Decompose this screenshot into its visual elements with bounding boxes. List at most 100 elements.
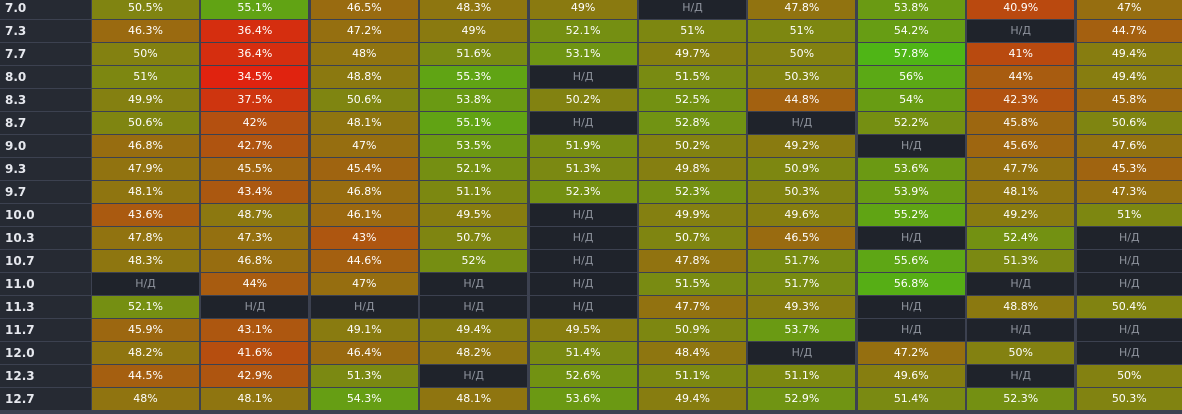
table-row: 11.0 Н/Д 44% 47% Н/Д Н/Д 51.5% 51.7% 56.8% Н/Д Н/Д	[0, 273, 1182, 295]
heatmap-cell: 45.4%	[310, 158, 418, 180]
heatmap-cell: 52.1%	[92, 296, 199, 318]
heatmap-cell: 44%	[967, 66, 1075, 88]
heatmap-cell: 51.5%	[639, 66, 746, 88]
heatmap-cell: Н/Д	[529, 204, 637, 226]
heatmap-cell: 51%	[748, 20, 856, 42]
heatmap-cell: 50.6%	[92, 112, 199, 134]
heatmap-cell: 47.7%	[967, 158, 1075, 180]
heatmap-cell: 47%	[1076, 0, 1182, 19]
heatmap-cell: 51%	[639, 20, 746, 42]
heatmap-cell: 46.8%	[92, 135, 199, 157]
heatmap-cell: 44.7%	[1076, 20, 1182, 42]
heatmap-cell: 43%	[310, 227, 418, 249]
heatmap-cell: 36.4%	[201, 20, 309, 42]
row-label: 11.7	[0, 319, 91, 341]
heatmap-cell: Н/Д	[310, 296, 418, 318]
heatmap-cell: Н/Д	[857, 319, 965, 341]
heatmap-cell: 49%	[420, 20, 528, 42]
row-label: 10.3	[0, 227, 91, 249]
heatmap-cell: Н/Д	[1076, 342, 1182, 364]
heatmap-cell: 50.9%	[639, 319, 746, 341]
heatmap-cell: 45.8%	[967, 112, 1075, 134]
heatmap-cell: 53.7%	[748, 319, 856, 341]
heatmap-cell: 47.8%	[92, 227, 199, 249]
heatmap-cell: 47%	[310, 135, 418, 157]
heatmap-cell: Н/Д	[967, 319, 1075, 341]
heatmap-cell: 50.4%	[1076, 296, 1182, 318]
heatmap-cell: 47.8%	[748, 0, 856, 19]
heatmap-cell: 52%	[420, 250, 528, 272]
heatmap-cell: 49.9%	[92, 89, 199, 111]
heatmap-cell: 53.1%	[529, 43, 637, 65]
heatmap-cell: 52.1%	[420, 158, 528, 180]
heatmap-cell: 47.6%	[1076, 135, 1182, 157]
heatmap-cell: Н/Д	[748, 342, 856, 364]
heatmap-cell: Н/Д	[1076, 319, 1182, 341]
heatmap-cell: 53.8%	[857, 0, 965, 19]
heatmap-cell: 49.2%	[967, 204, 1075, 226]
heatmap-cell: 54.3%	[310, 388, 418, 410]
heatmap-cell: 44.6%	[310, 250, 418, 272]
heatmap-cell: 50.6%	[310, 89, 418, 111]
heatmap-cell: 51.9%	[529, 135, 637, 157]
heatmap-cell: 50%	[967, 342, 1075, 364]
heatmap-cell: 51.1%	[748, 365, 856, 387]
heatmap-cell: 48.1%	[201, 388, 309, 410]
table-row: 12.7 48% 48.1% 54.3% 48.1% 53.6% 49.4% 52.9% 51.…	[0, 388, 1182, 410]
heatmap-cell: 51.5%	[639, 273, 746, 295]
heatmap-cell: 56%	[857, 66, 965, 88]
heatmap-cell: 46.8%	[310, 181, 418, 203]
heatmap-cell: 51%	[92, 66, 199, 88]
heatmap-cell: 51.1%	[420, 181, 528, 203]
heatmap-cell: 50.3%	[1076, 388, 1182, 410]
table-row: 9.3 47.9% 45.5% 45.4% 52.1% 51.3% 49.8% 50.9% 53…	[0, 158, 1182, 180]
heatmap-cell: 51.4%	[857, 388, 965, 410]
row-label: 9.3	[0, 158, 91, 180]
row-label: 9.0	[0, 135, 91, 157]
heatmap-cell: 34.5%	[201, 66, 309, 88]
heatmap-cell: 49.4%	[420, 319, 528, 341]
heatmap-cell: 52.3%	[967, 388, 1075, 410]
heatmap-cell: 43.6%	[92, 204, 199, 226]
heatmap-cell: 47.2%	[857, 342, 965, 364]
heatmap-cell: 50.3%	[748, 181, 856, 203]
heatmap-cell: 45.9%	[92, 319, 199, 341]
heatmap-cell: 51%	[1076, 204, 1182, 226]
heatmap-cell: 51.7%	[748, 273, 856, 295]
heatmap-cell: 53.8%	[420, 89, 528, 111]
row-label: 10.7	[0, 250, 91, 272]
heatmap-cell: Н/Д	[529, 227, 637, 249]
row-label: 7.7	[0, 43, 91, 65]
heatmap-cell: 48.8%	[967, 296, 1075, 318]
heatmap-cell: 49.6%	[857, 365, 965, 387]
heatmap-cell: 52.5%	[639, 89, 746, 111]
heatmap-cell: 44%	[201, 273, 309, 295]
table-row: 10.7 48.3% 46.8% 44.6% 52% Н/Д 47.8% 51.7% 55.6%…	[0, 250, 1182, 272]
table-row: 10.3 47.8% 47.3% 43% 50.7% Н/Д 50.7% 46.5% Н/Д 52…	[0, 227, 1182, 249]
heatmap-cell: 51.1%	[639, 365, 746, 387]
heatmap-cell: 49.9%	[639, 204, 746, 226]
row-label: 12.7	[0, 388, 91, 410]
heatmap-cell: 50%	[92, 43, 199, 65]
heatmap-cell: Н/Д	[857, 227, 965, 249]
heatmap-cell: 49.3%	[748, 296, 856, 318]
row-label: 11.0	[0, 273, 91, 295]
heatmap-cell: Н/Д	[639, 0, 746, 19]
heatmap-cell: 49.5%	[420, 204, 528, 226]
heatmap-cell: Н/Д	[92, 273, 199, 295]
heatmap-cell: Н/Д	[529, 296, 637, 318]
heatmap-cell: 48.7%	[201, 204, 309, 226]
heatmap-cell: 50.6%	[1076, 112, 1182, 134]
heatmap-cell: Н/Д	[529, 273, 637, 295]
table-row: 11.7 45.9% 43.1% 49.1% 49.4% 49.5% 50.9% 53.7% Н…	[0, 319, 1182, 341]
heatmap-cell: Н/Д	[1076, 227, 1182, 249]
heatmap-cell: Н/Д	[967, 273, 1075, 295]
row-label: 8.7	[0, 112, 91, 134]
heatmap-cell: 52.1%	[529, 20, 637, 42]
heatmap-cell: 54.2%	[857, 20, 965, 42]
heatmap-cell: 52.3%	[639, 181, 746, 203]
heatmap-cell: 52.6%	[529, 365, 637, 387]
heatmap-cell: 50.2%	[529, 89, 637, 111]
heatmap-cell: 48.2%	[420, 342, 528, 364]
